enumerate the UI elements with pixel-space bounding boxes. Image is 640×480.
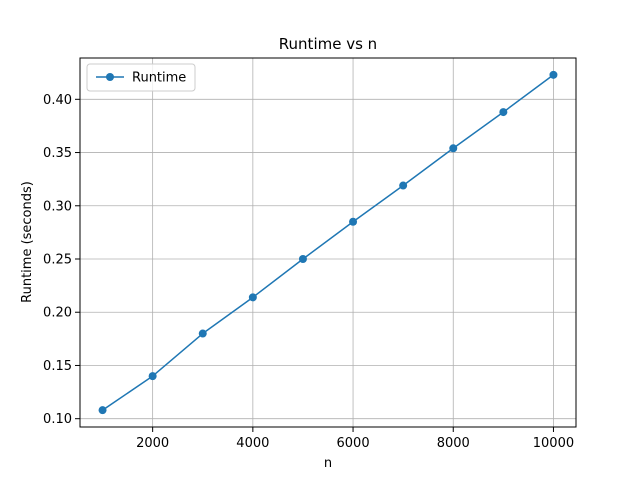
plot-frame — [79, 57, 577, 428]
data-point — [549, 70, 558, 79]
x-axis-ticks: 2000 4000 6000 8000 10000 — [136, 427, 574, 451]
y-tick-label: 0.40 — [43, 93, 72, 108]
x-tick-label: 4000 — [236, 436, 269, 451]
data-point — [148, 372, 157, 381]
legend-box — [86, 63, 196, 92]
x-axis-label: n — [324, 456, 332, 471]
y-tick-label: 0.15 — [43, 359, 72, 374]
data-point — [399, 181, 408, 190]
x-tick-label: 8000 — [437, 436, 470, 451]
data-point — [248, 293, 257, 302]
legend: Runtime — [86, 63, 196, 92]
y-tick-label: 0.10 — [43, 412, 72, 427]
y-axis-ticks: 0.10 0.15 0.20 0.25 0.30 0.35 0.40 — [43, 93, 80, 427]
data-point — [349, 217, 358, 226]
data-point — [298, 255, 307, 263]
x-tick-label: 10000 — [533, 436, 574, 451]
chart-title: Runtime vs n — [279, 35, 377, 53]
series-group — [98, 70, 558, 415]
y-tick-label: 0.35 — [43, 146, 72, 161]
legend-marker-swatch — [106, 73, 114, 81]
y-axis-label: Runtime (seconds) — [20, 181, 35, 303]
x-tick-label: 2000 — [136, 436, 169, 451]
legend-label-runtime: Runtime — [132, 71, 186, 86]
x-tick-label: 6000 — [337, 436, 370, 451]
y-tick-label: 0.30 — [43, 199, 72, 214]
data-point — [499, 108, 508, 117]
data-point — [198, 329, 207, 338]
y-tick-label: 0.25 — [43, 253, 72, 268]
data-point — [449, 144, 458, 153]
y-tick-label: 0.20 — [43, 306, 72, 321]
grid — [80, 58, 576, 427]
data-point — [98, 406, 107, 415]
series-line-runtime — [101, 73, 555, 412]
